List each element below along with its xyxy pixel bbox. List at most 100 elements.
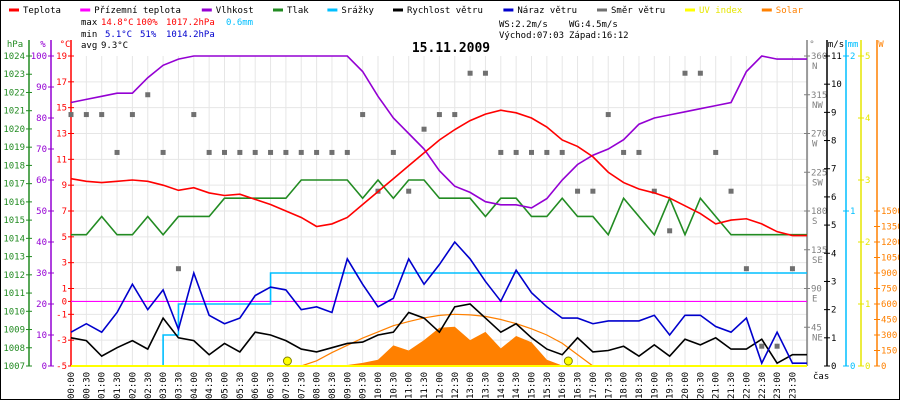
x-tick-label: 14:30 — [512, 372, 522, 399]
press-axis-unit: hPa — [7, 40, 23, 50]
dir-axis-unit: ° — [809, 40, 814, 50]
solar-tick-label: 1200 — [881, 238, 900, 248]
press-tick-label: 1024 — [3, 52, 25, 62]
x-tick-label: 20:30 — [696, 372, 706, 399]
wind-direction-point — [452, 112, 458, 118]
uv-tick-label: 5 — [865, 52, 870, 62]
wind-tick-label: 0 — [831, 362, 836, 372]
dir-compass-label: S — [812, 217, 817, 227]
wind-direction-point — [529, 149, 534, 155]
press-tick-label: 1014 — [3, 234, 25, 244]
press-tick-label: 1010 — [3, 307, 25, 317]
wind-tick-label: 5 — [831, 221, 836, 231]
hum-tick-label: 0 — [42, 362, 47, 372]
wind-direction-point — [83, 112, 89, 118]
dir-tick-label: 90 — [811, 285, 822, 295]
hum-tick-label: 90 — [36, 83, 47, 93]
wind-direction-point — [344, 149, 350, 155]
press-tick-label: 1008 — [3, 344, 25, 354]
x-tick-label: 23:00 — [773, 372, 783, 399]
wind-direction-point — [129, 112, 135, 118]
x-tick-label: 12:30 — [451, 372, 461, 399]
temp-axis-unit: °C — [60, 40, 71, 50]
temp-tick-label: 0 — [62, 297, 67, 307]
series-n-raz-v-tru-line — [70, 240, 807, 366]
hum-tick-label: 30 — [36, 269, 47, 279]
x-tick-label: 17:00 — [589, 372, 599, 399]
x-tick-label: 01:30 — [113, 372, 123, 399]
chart-title: 15.11.2009 — [412, 41, 490, 56]
wind-direction-point — [621, 149, 627, 155]
avg-temp: 9.3°C — [101, 41, 128, 51]
wind-direction-point — [191, 112, 197, 118]
hum-tick-label: 60 — [36, 176, 47, 186]
x-tick-label: 02:00 — [128, 372, 138, 399]
rain-axis-unit: mm — [848, 40, 859, 50]
x-tick-label: 23:30 — [788, 372, 798, 399]
temp-tick-label: 5 — [62, 233, 67, 243]
x-tick-label: 07:30 — [297, 372, 307, 399]
press-tick-label: 1009 — [3, 326, 25, 336]
solar-axis-unit: W — [878, 40, 884, 50]
wind-direction-point — [314, 149, 320, 155]
series-vlhkost-line — [70, 55, 807, 209]
wind-direction-point — [360, 112, 366, 118]
temp-tick-label: 9 — [62, 181, 67, 191]
wind-direction-point — [728, 188, 734, 194]
wind-direction-point — [559, 149, 565, 155]
x-tick-label: 19:30 — [666, 372, 676, 399]
wind-direction-point — [145, 92, 151, 98]
min-hum: 51% — [140, 30, 157, 40]
dir-tick-label: 225 — [811, 168, 827, 178]
x-tick-label: 13:00 — [466, 372, 476, 399]
legend-label: Tlak — [287, 6, 309, 16]
uv-tick-label: 1 — [865, 300, 870, 310]
solar-area — [71, 326, 793, 366]
press-tick-label: 1015 — [3, 216, 25, 226]
wind-direction-point — [482, 70, 488, 76]
press-tick-label: 1018 — [3, 161, 25, 171]
legend-label: Rychlost větru — [407, 6, 483, 16]
x-tick-label: 01:00 — [98, 372, 108, 399]
temp-tick-label: 3 — [62, 259, 67, 269]
hum-tick-label: 20 — [36, 300, 47, 310]
x-tick-label: 09:00 — [343, 372, 353, 399]
wind-direction-point — [713, 149, 719, 155]
wind-tick-label: 1 — [831, 334, 836, 344]
sunrise-marker — [282, 356, 292, 366]
series-tlak-line — [71, 178, 807, 237]
wind-direction-point — [651, 188, 657, 194]
temp-tick-label: 19 — [56, 52, 67, 62]
wind-tick-label: 8 — [831, 137, 836, 147]
sunset: Západ:16:12 — [569, 31, 629, 41]
press-tick-label: 1022 — [3, 88, 25, 98]
dir-tick-label: 360 — [811, 52, 827, 62]
press-tick-label: 1011 — [3, 289, 25, 299]
wind-tick-label: 7 — [831, 165, 836, 175]
series-rychlost-v-tru-line — [70, 303, 807, 365]
press-tick-label: 1013 — [3, 253, 25, 263]
grid — [70, 56, 809, 366]
x-tick-label: 11:30 — [420, 372, 430, 399]
wind-direction-point — [406, 188, 412, 194]
sunrise: Východ:07:03 — [499, 31, 564, 41]
x-tick-label: 21:00 — [712, 372, 722, 399]
max-temp: 14.8°C — [101, 18, 134, 28]
wind-direction-point — [774, 343, 780, 349]
uv-tick-label: 3 — [865, 176, 870, 186]
uv-tick-label: 2 — [865, 238, 870, 248]
wind-direction-point — [605, 112, 611, 118]
wind-direction-point — [513, 149, 519, 155]
hum-axis-unit: % — [40, 40, 46, 50]
dir-tick-label: 45 — [811, 323, 822, 333]
solar-tick-label: 900 — [881, 269, 897, 279]
dir-compass-label: N — [812, 62, 817, 72]
x-tick-label: 20:00 — [681, 372, 691, 399]
legend-label: Srážky — [341, 6, 374, 16]
dir-tick-label: 180 — [811, 207, 827, 217]
wind-direction-point — [467, 70, 473, 76]
max-press: 1017.2hPa — [166, 18, 215, 28]
temp-tick-label: 17 — [56, 78, 67, 88]
